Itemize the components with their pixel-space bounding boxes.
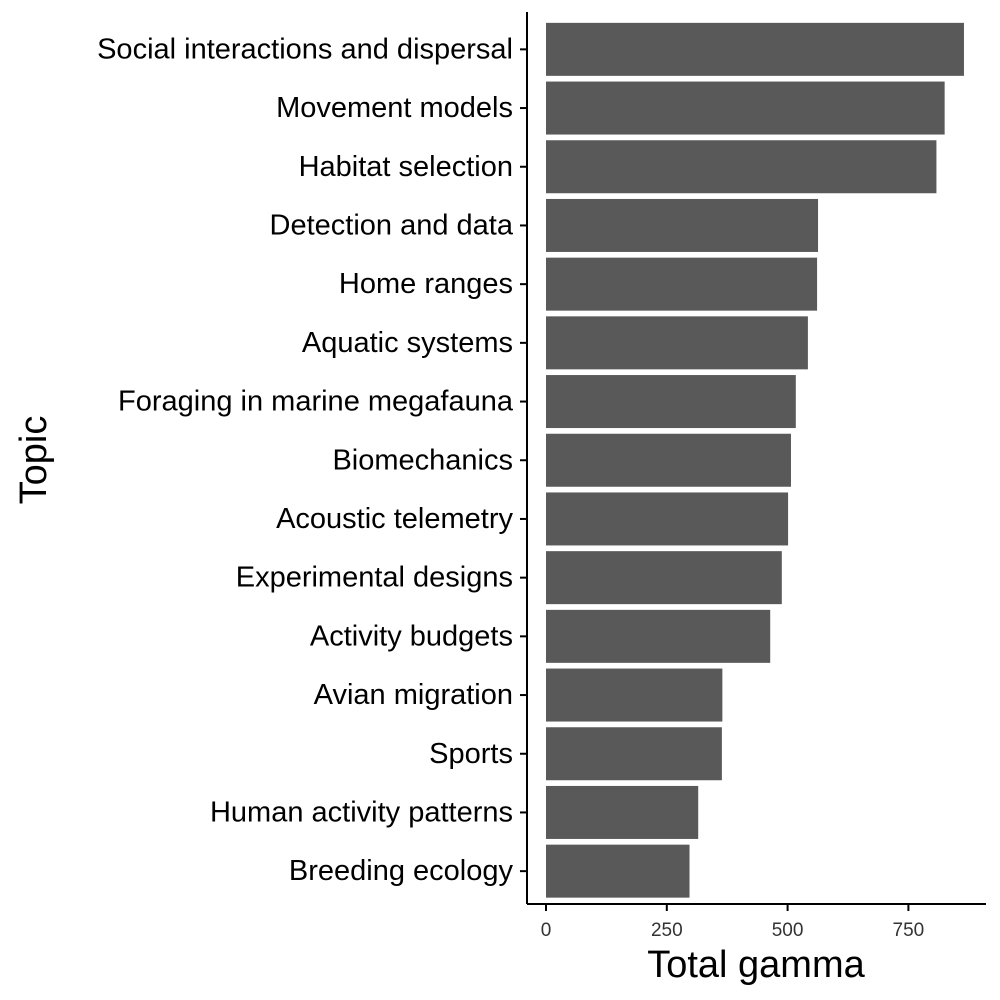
category-label: Experimental designs xyxy=(236,562,513,594)
category-labels-group: Social interactions and dispersal Movemen… xyxy=(97,33,514,887)
bar xyxy=(546,492,789,546)
bar xyxy=(546,316,808,370)
category-label: Sports xyxy=(429,738,513,770)
category-label: Avian migration xyxy=(314,679,513,711)
category-label: Acoustic telemetry xyxy=(276,503,513,535)
x-tick-label: 250 xyxy=(651,920,683,941)
x-axis-title: Total gamma xyxy=(647,944,865,986)
x-tick-label: 750 xyxy=(893,920,925,941)
category-label: Biomechanics xyxy=(332,444,513,476)
category-label: Movement models xyxy=(276,92,513,124)
bar xyxy=(546,375,796,429)
category-label: Breeding ecology xyxy=(289,855,514,887)
category-label: Detection and data xyxy=(270,209,514,241)
category-label: Human activity patterns xyxy=(210,796,513,828)
bar xyxy=(546,81,945,135)
category-label: Habitat selection xyxy=(299,151,513,183)
bar xyxy=(546,668,723,722)
bar xyxy=(546,433,791,487)
y-axis-title: Topic xyxy=(13,416,55,505)
bar xyxy=(546,785,699,839)
category-label: Activity budgets xyxy=(310,620,513,652)
bar xyxy=(546,609,771,663)
bar xyxy=(546,198,819,252)
y-ticks-group xyxy=(520,48,527,873)
bar xyxy=(546,844,690,898)
x-tick-label: 0 xyxy=(541,920,552,941)
category-label: Home ranges xyxy=(339,268,513,300)
x-ticks-group: 0 250 500 750 xyxy=(541,904,925,941)
bar xyxy=(546,257,818,311)
category-label: Foraging in marine megafauna xyxy=(118,386,514,418)
bar xyxy=(546,140,937,194)
bar xyxy=(546,551,782,605)
category-label: Social interactions and dispersal xyxy=(97,33,513,65)
category-label: Aquatic systems xyxy=(302,327,513,359)
x-tick-label: 500 xyxy=(772,920,804,941)
bar xyxy=(546,22,964,76)
bar xyxy=(546,727,722,781)
bars-group xyxy=(546,22,964,898)
